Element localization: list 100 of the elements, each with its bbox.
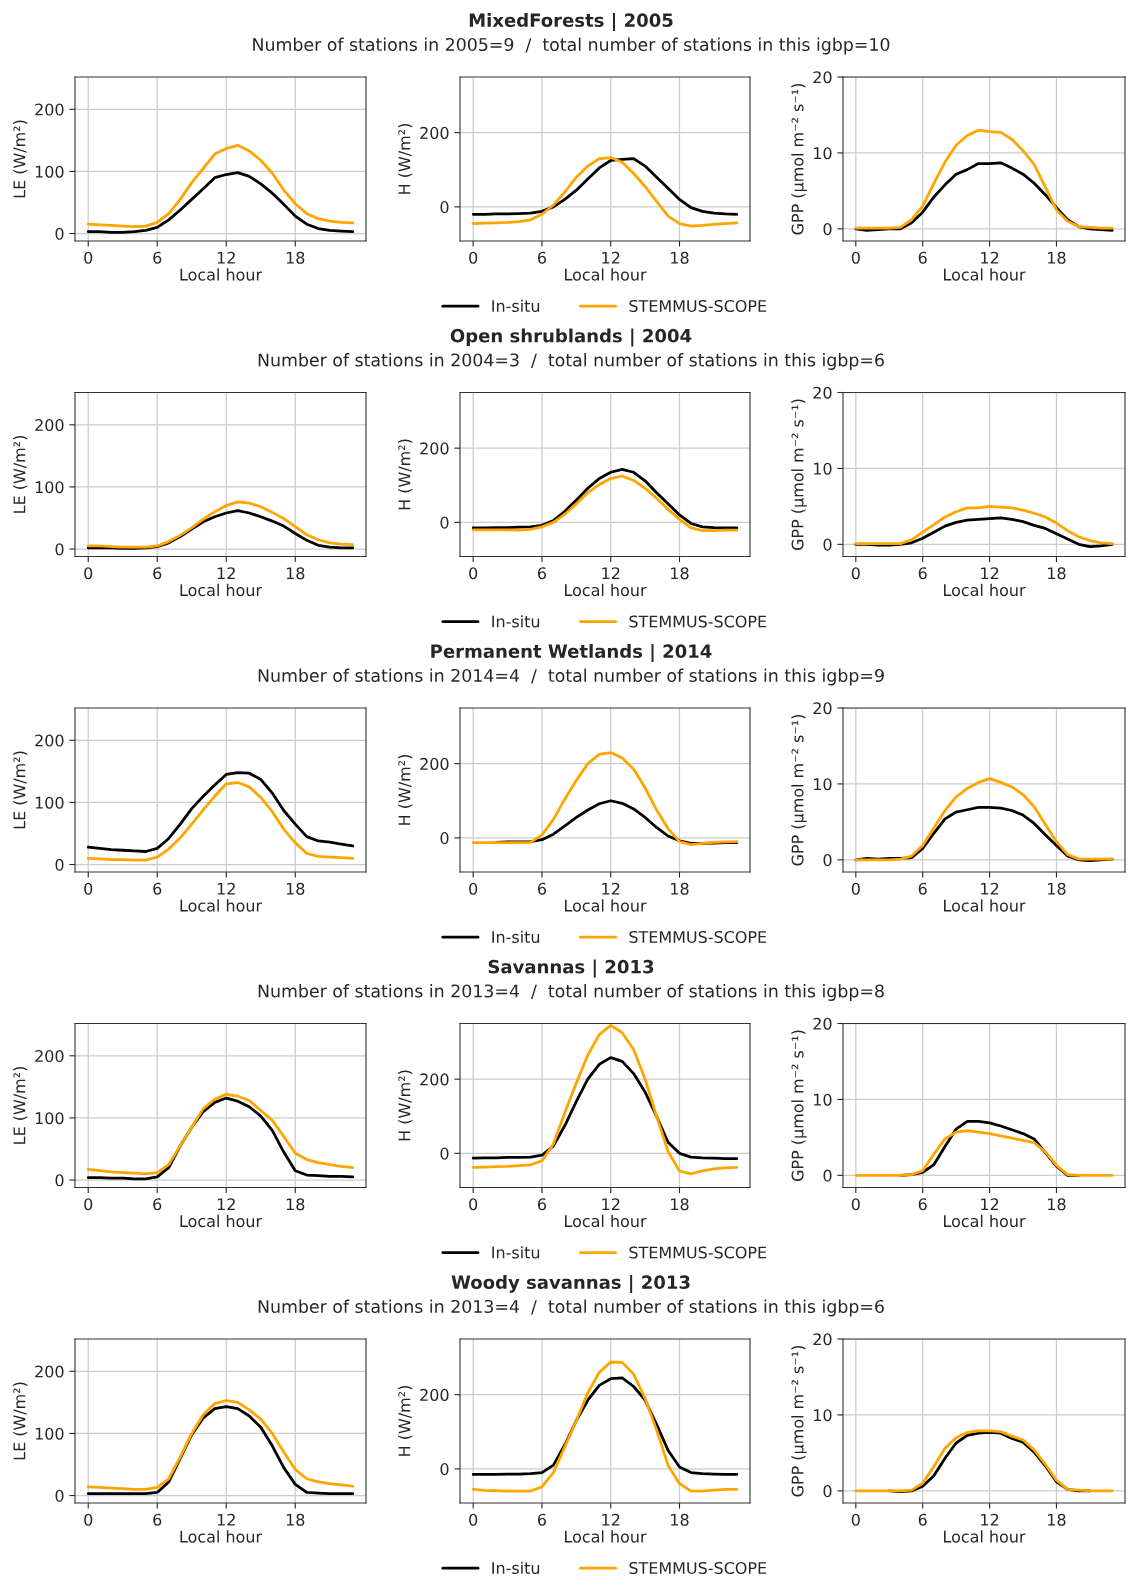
x-tick-label: 18 — [1048, 882, 1066, 895]
x-axis-title: Local hour — [180, 899, 263, 912]
x-tick-label: 12 — [217, 1198, 235, 1211]
chart-title: MixedForests | 2005 — [469, 12, 673, 32]
x-tick-label: 0 — [84, 251, 93, 264]
y-axis-title: GPP (µmol m⁻² s⁻¹) — [791, 1030, 807, 1182]
y-axis-title: LE (W/m²) — [13, 436, 28, 513]
x-tick-label: 18 — [1048, 1198, 1066, 1211]
y-tick-label: 0 — [440, 516, 449, 529]
y-tick-label: 200 — [420, 757, 449, 770]
x-axis-title: Local hour — [180, 1214, 263, 1228]
x-tick-label: 18 — [671, 251, 689, 264]
y-tick-label: 200 — [420, 1073, 449, 1086]
y-tick-label: 100 — [35, 1427, 64, 1440]
x-tick-label: 12 — [217, 882, 235, 895]
y-axis-title: GPP (µmol m⁻² s⁻¹) — [791, 714, 807, 866]
legend-label: STEMMUS-SCOPE — [629, 1246, 767, 1259]
line-series — [854, 128, 1114, 230]
x-tick-label: 0 — [851, 882, 860, 895]
x-axis-title: Local hour — [944, 268, 1026, 281]
x-tick-label: 0 — [469, 251, 478, 264]
x-tick-label: 6 — [153, 567, 162, 580]
y-axis-title: GPP (µmol m⁻² s⁻¹) — [791, 399, 807, 551]
x-tick-label: 12 — [602, 1198, 620, 1211]
line-series — [471, 156, 739, 228]
y-tick-label: 20 — [813, 386, 832, 399]
y-tick-label: 200 — [35, 734, 64, 747]
x-axis-title: Local hour — [565, 268, 647, 281]
x-tick-label: 6 — [918, 251, 927, 264]
chart-subtitle: Number of stations in 2013=4 / total number of stations in this igbp=8 — [258, 984, 884, 1001]
y-tick-label: 0 — [55, 1174, 64, 1187]
x-tick-label: 18 — [1048, 251, 1066, 264]
y-tick-label: 100 — [35, 481, 64, 494]
y-tick-label: 100 — [35, 796, 64, 809]
y-tick-label: 0 — [823, 538, 832, 551]
x-tick-label: 0 — [84, 882, 93, 895]
x-tick-label: 0 — [469, 567, 478, 580]
x-tick-label: 18 — [671, 882, 689, 895]
x-tick-label: 0 — [851, 567, 860, 580]
chart-subtitle: Number of stations in 2005=9 / total number of stations in this igbp=10 — [253, 37, 890, 55]
legend-label: STEMMUS-SCOPE — [629, 930, 767, 944]
legend-label: In-situ — [492, 1561, 540, 1575]
y-tick-label: 0 — [440, 201, 449, 214]
y-tick-label: 200 — [420, 126, 449, 139]
line-series — [854, 1429, 1114, 1493]
line-series — [86, 171, 355, 234]
y-tick-label: 100 — [35, 1112, 64, 1125]
line-series — [471, 1023, 739, 1176]
line-series — [471, 157, 739, 216]
x-tick-label: 12 — [602, 882, 620, 895]
y-tick-label: 200 — [35, 1050, 64, 1063]
x-tick-label: 6 — [918, 882, 927, 895]
x-tick-label: 12 — [981, 1513, 999, 1526]
x-tick-label: 18 — [286, 567, 305, 580]
x-tick-label: 6 — [153, 882, 162, 895]
chart-title: Open shrublands | 2004 — [450, 328, 692, 347]
y-tick-label: 0 — [55, 543, 64, 556]
x-tick-label: 12 — [602, 1513, 620, 1526]
y-tick-label: 20 — [813, 702, 832, 715]
chart-title: Permanent Wetlands | 2014 — [431, 643, 712, 663]
legend-label: STEMMUS-SCOPE — [629, 299, 767, 313]
line-series — [86, 143, 355, 229]
y-tick-label: 0 — [823, 854, 832, 867]
x-tick-label: 12 — [217, 1513, 235, 1526]
x-axis-title: Local hour — [944, 899, 1026, 912]
x-tick-label: 12 — [981, 567, 999, 580]
y-tick-label: 0 — [823, 1169, 832, 1182]
x-tick-label: 6 — [537, 1513, 547, 1526]
x-tick-label: 18 — [671, 1513, 689, 1526]
y-tick-label: 10 — [814, 147, 832, 160]
x-axis-title: Local hour — [180, 268, 263, 281]
y-tick-label: 200 — [35, 1365, 64, 1378]
y-tick-label: 10 — [814, 1409, 832, 1422]
line-series — [854, 777, 1114, 862]
x-tick-label: 6 — [918, 1198, 927, 1211]
y-tick-label: 200 — [35, 419, 64, 432]
x-tick-label: 12 — [217, 251, 235, 264]
y-axis-title: H (W/m²) — [398, 124, 413, 194]
y-tick-label: 20 — [813, 1333, 832, 1346]
x-tick-label: 18 — [671, 567, 689, 580]
x-tick-label: 6 — [537, 882, 547, 895]
chart-subtitle: Number of stations in 2004=3 / total number of stations in this igbp=6 — [258, 353, 884, 370]
y-tick-label: 10 — [814, 1093, 832, 1106]
x-axis-title: Local hour — [944, 583, 1026, 597]
line-series — [854, 1129, 1114, 1177]
y-tick-label: 200 — [420, 1388, 449, 1401]
x-axis-title: Local hour — [944, 1530, 1026, 1543]
x-tick-label: 12 — [602, 251, 620, 264]
chart-subtitle: Number of stations in 2014=4 / total number of stations in this igbp=9 — [258, 668, 884, 686]
x-tick-label: 6 — [153, 251, 162, 264]
y-axis-title: H (W/m²) — [398, 755, 413, 825]
x-tick-label: 18 — [286, 882, 305, 895]
x-tick-label: 0 — [84, 1513, 93, 1526]
y-axis-title: LE (W/m²) — [13, 1067, 28, 1144]
x-tick-label: 6 — [918, 567, 927, 580]
y-axis-title: LE (W/m²) — [13, 120, 28, 198]
x-tick-label: 18 — [1048, 1513, 1066, 1526]
line-series — [86, 781, 355, 862]
x-tick-label: 18 — [1048, 567, 1066, 580]
x-axis-title: Local hour — [180, 583, 263, 597]
